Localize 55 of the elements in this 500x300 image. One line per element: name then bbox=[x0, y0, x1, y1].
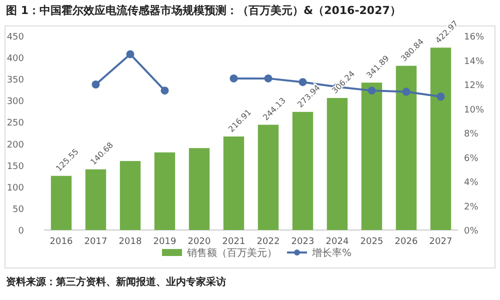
x-tick-label: 2027 bbox=[429, 237, 452, 247]
bar bbox=[85, 169, 106, 230]
x-tick-label: 2017 bbox=[84, 237, 108, 247]
bar bbox=[361, 82, 382, 230]
bar bbox=[258, 124, 279, 230]
bar bbox=[396, 66, 417, 230]
y-tick-label: 100 bbox=[6, 183, 24, 194]
y2-tick-label: 0% bbox=[464, 226, 479, 236]
y2-tick-label: 14% bbox=[464, 56, 484, 67]
y2-tick-label: 6% bbox=[464, 154, 479, 164]
y-tick-label: 250 bbox=[6, 118, 24, 129]
point bbox=[436, 92, 445, 101]
y2-tick-label: 2% bbox=[464, 202, 479, 212]
y2-tick-label: 12% bbox=[464, 81, 484, 91]
bar bbox=[120, 161, 141, 230]
bar bbox=[326, 98, 348, 230]
bar bbox=[430, 48, 452, 230]
y2-tick-label: 10% bbox=[464, 105, 484, 116]
y-tick-label: 50 bbox=[12, 204, 24, 215]
point bbox=[126, 50, 134, 58]
y2-tick-label: 16% bbox=[464, 32, 484, 42]
legend-label: 增长率% bbox=[311, 247, 352, 259]
x-tick-label: 2022 bbox=[256, 237, 280, 247]
y-tick-label: 150 bbox=[6, 162, 24, 172]
y-tick-label: 300 bbox=[6, 97, 24, 108]
bar bbox=[50, 176, 72, 230]
x-tick-label: 2026 bbox=[394, 237, 418, 247]
y-tick-label: 200 bbox=[6, 140, 24, 150]
y2-tick-label: 4% bbox=[464, 178, 479, 188]
x-tick-label: 2018 bbox=[118, 237, 142, 247]
bar bbox=[292, 112, 314, 230]
x-tick-label: 2016 bbox=[50, 237, 73, 247]
point bbox=[402, 88, 410, 96]
chart-title: 图 1：中国霍尔效应电流传感器市场规模预测：（百万美元）&（2016-2027） bbox=[6, 4, 401, 17]
y-tick-label: 0 bbox=[18, 226, 24, 236]
point bbox=[368, 86, 376, 95]
bar bbox=[188, 148, 210, 230]
x-tick-label: 2019 bbox=[153, 237, 176, 247]
y-tick-label: 450 bbox=[6, 32, 24, 42]
text: 资料来源：第三方资料、新闻报道、业内专家采访 bbox=[6, 276, 226, 288]
x-tick-label: 2025 bbox=[360, 237, 384, 247]
bar bbox=[223, 136, 244, 230]
bar bbox=[154, 152, 176, 230]
y2-tick-label: 8% bbox=[464, 130, 479, 140]
y-tick-label: 350 bbox=[6, 76, 24, 86]
legend-label: 销售额（百万美元） bbox=[186, 247, 277, 259]
point bbox=[160, 86, 169, 95]
x-tick-label: 2021 bbox=[222, 237, 246, 247]
point bbox=[264, 74, 272, 82]
point bbox=[230, 74, 238, 82]
y-tick-label: 400 bbox=[6, 54, 24, 64]
x-tick-label: 2020 bbox=[188, 237, 211, 247]
point bbox=[92, 80, 100, 88]
x-tick-label: 2024 bbox=[326, 237, 349, 247]
x-tick-label: 2023 bbox=[291, 237, 314, 247]
